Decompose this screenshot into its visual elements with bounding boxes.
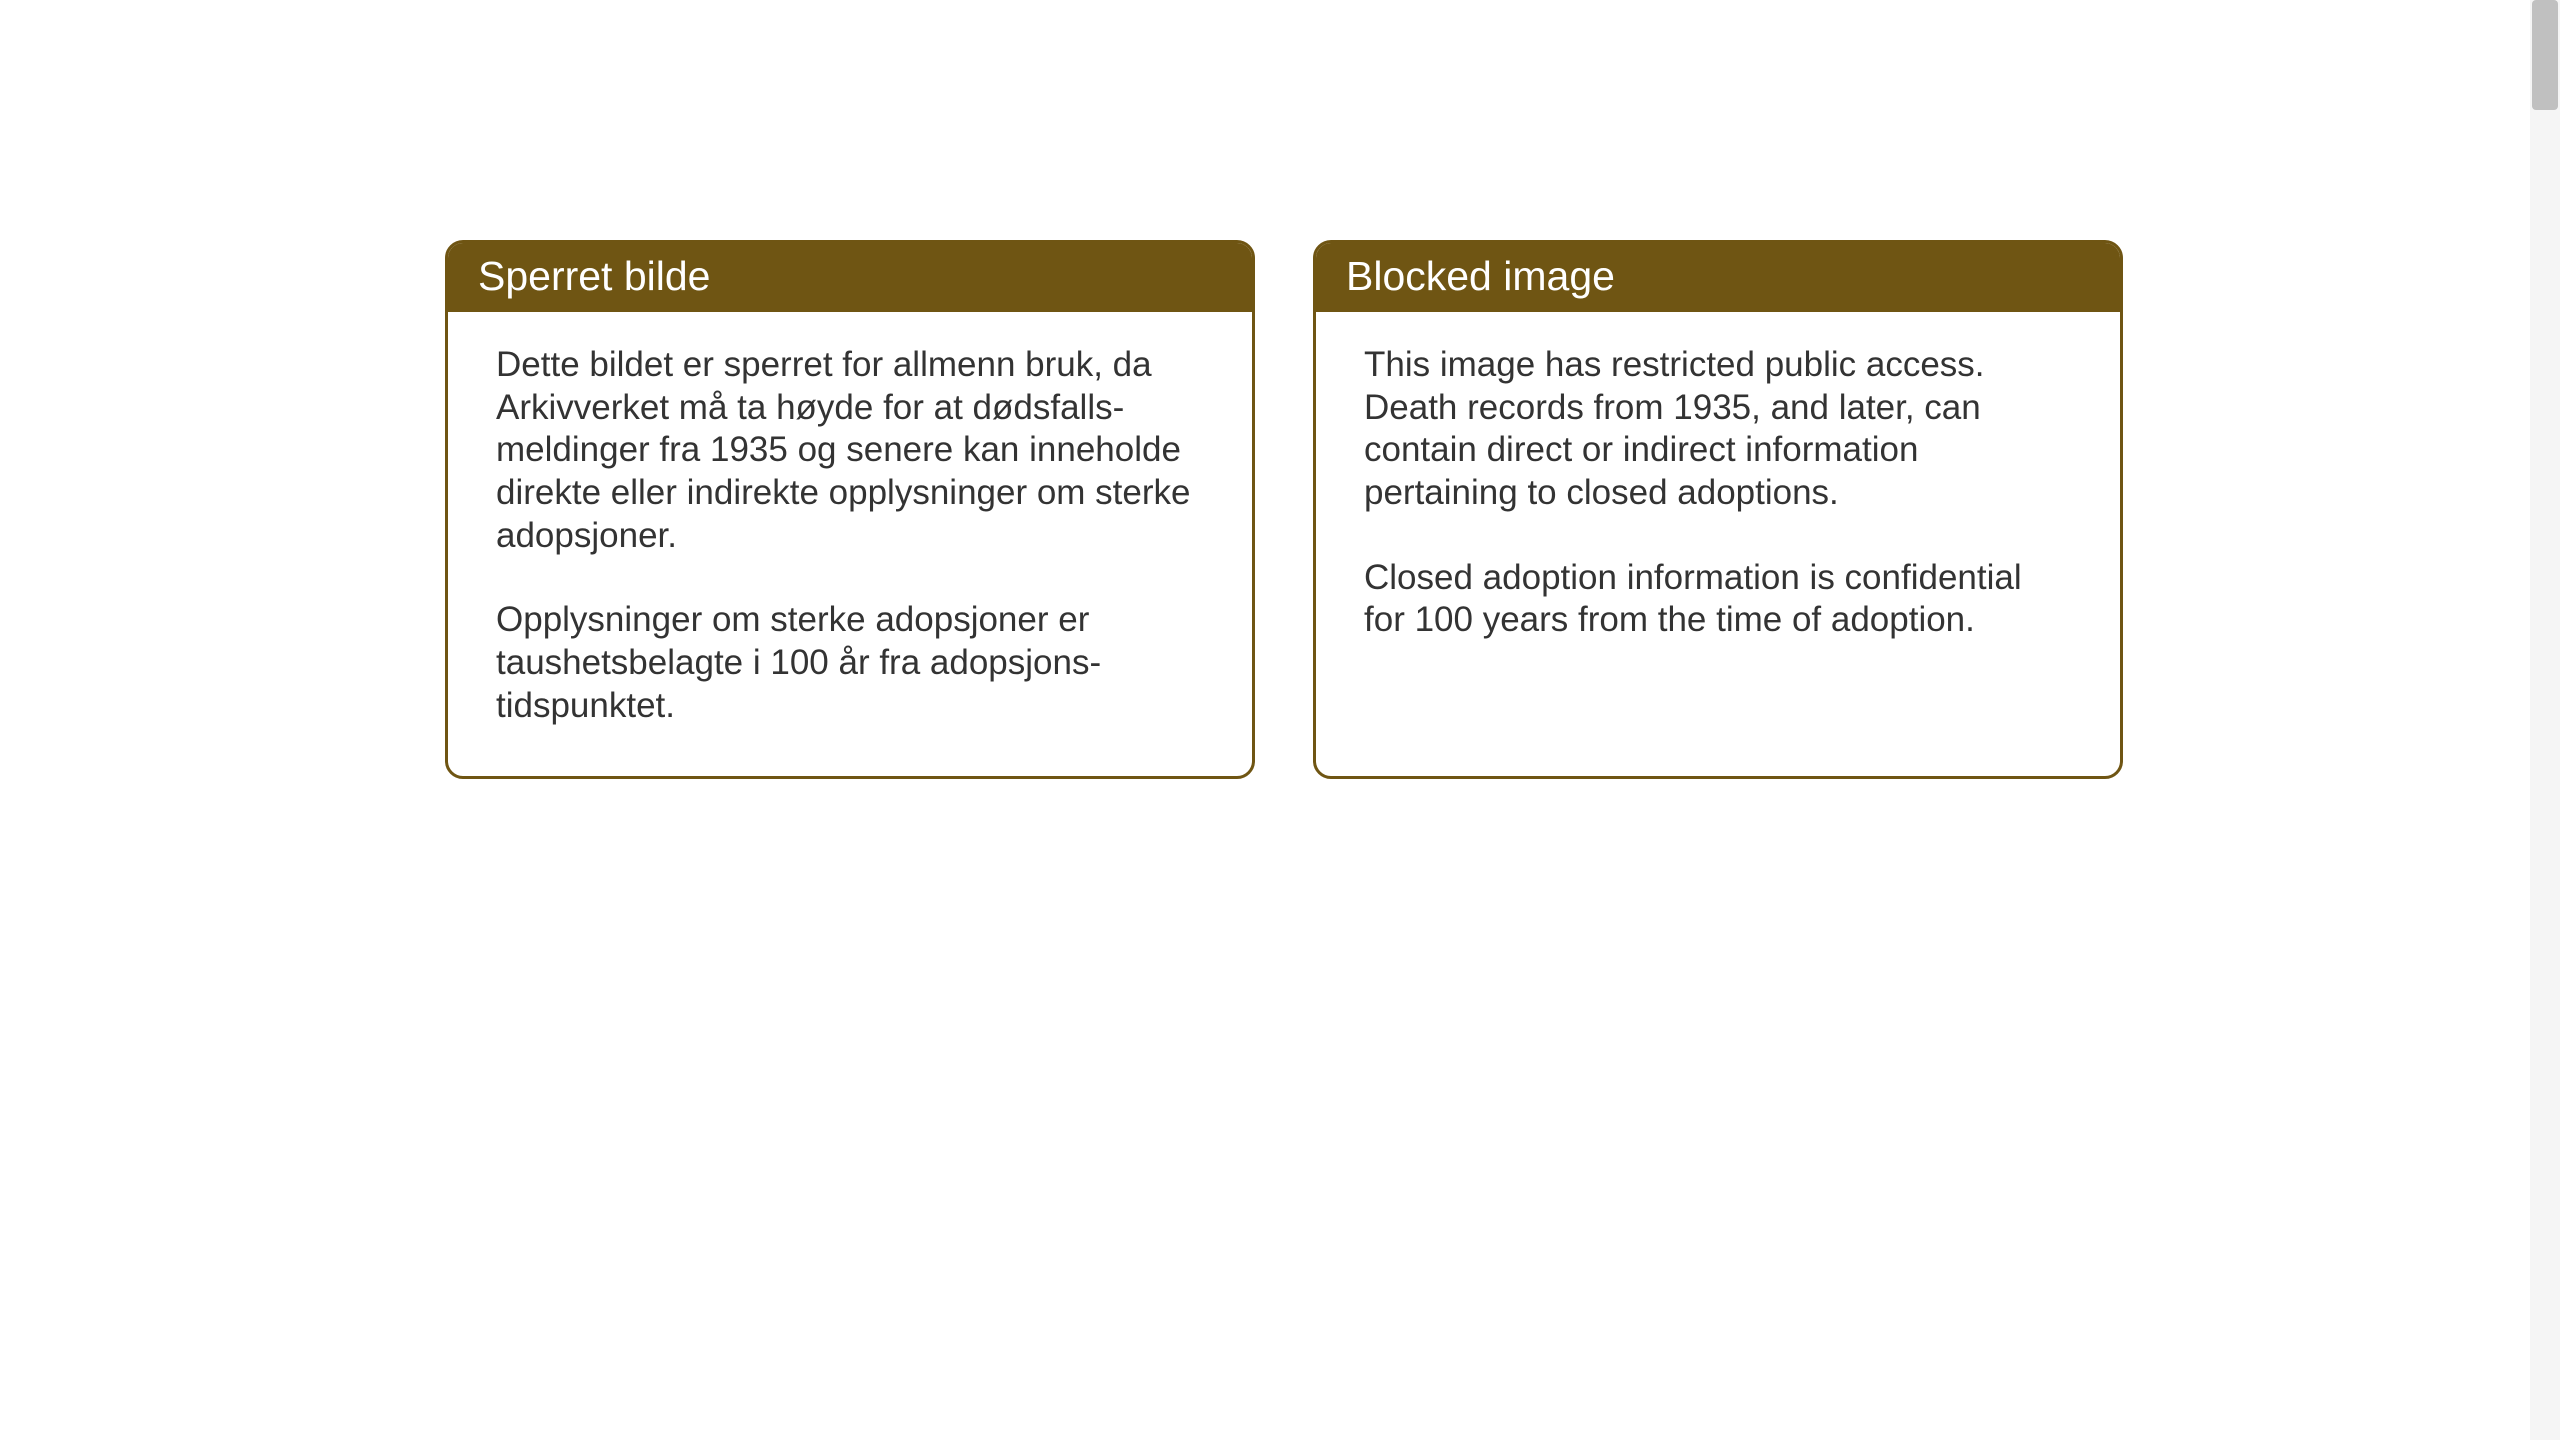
scrollbar-track[interactable] (2530, 0, 2560, 1440)
notice-paragraph: Dette bildet er sperret for allmenn bruk… (496, 344, 1204, 557)
notice-box-norwegian: Sperret bilde Dette bildet er sperret fo… (445, 240, 1255, 779)
notice-paragraph: This image has restricted public access.… (1364, 344, 2072, 515)
notice-paragraph: Closed adoption information is confident… (1364, 557, 2072, 642)
notice-header-norwegian: Sperret bilde (448, 243, 1252, 312)
scrollbar-thumb[interactable] (2532, 0, 2558, 110)
notice-body-norwegian: Dette bildet er sperret for allmenn bruk… (448, 312, 1252, 776)
notice-box-english: Blocked image This image has restricted … (1313, 240, 2123, 779)
notice-container: Sperret bilde Dette bildet er sperret fo… (445, 240, 2123, 779)
notice-header-english: Blocked image (1316, 243, 2120, 312)
notice-paragraph: Opplysninger om sterke adopsjoner er tau… (496, 599, 1204, 727)
notice-body-english: This image has restricted public access.… (1316, 312, 2120, 690)
